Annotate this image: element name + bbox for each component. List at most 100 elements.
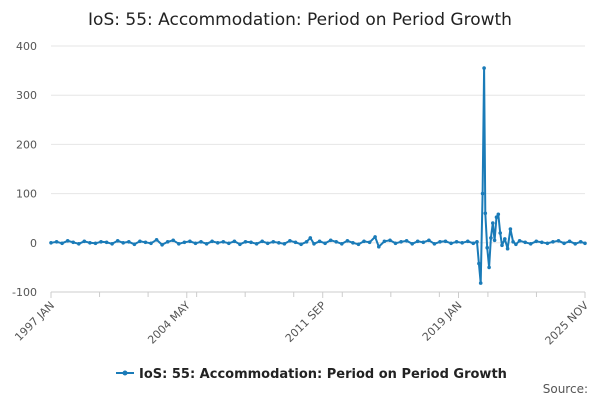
data-point: [523, 240, 527, 245]
data-point: [93, 241, 98, 246]
data-point: [293, 240, 298, 245]
data-point: [328, 238, 333, 243]
data-point: [334, 240, 339, 244]
data-point: [204, 242, 209, 246]
data-point: [49, 241, 53, 245]
data-point: [60, 241, 64, 246]
y-tick-label: 300: [16, 89, 37, 102]
data-point: [154, 238, 159, 242]
data-point: [356, 242, 361, 247]
data-point: [485, 245, 490, 250]
data-point: [177, 242, 181, 246]
data-point: [545, 241, 550, 246]
data-point: [573, 242, 577, 246]
data-point: [88, 241, 92, 245]
data-point: [143, 240, 148, 245]
data-point: [489, 236, 493, 240]
data-point: [578, 240, 583, 244]
data-point: [454, 240, 459, 244]
data-point: [480, 191, 485, 196]
data-point: [351, 241, 355, 245]
legend[interactable]: IoS: 55: Accommodation: Period on Period…: [116, 367, 507, 382]
data-point: [404, 239, 409, 243]
data-point: [282, 242, 287, 246]
data-point: [254, 242, 259, 246]
x-tick-label: 2011 SEP: [283, 299, 329, 345]
y-axis-ticks: -100 0 100 200 300 400: [12, 40, 37, 299]
data-point: [221, 240, 226, 244]
data-point: [399, 240, 403, 244]
series-line: [50, 67, 586, 285]
data-point: [443, 239, 448, 244]
data-point: [415, 239, 420, 244]
x-tick-label: 1997 JAN: [12, 299, 57, 344]
data-point: [508, 227, 513, 231]
data-point: [388, 238, 392, 243]
data-point: [482, 66, 486, 70]
data-point: [232, 239, 237, 244]
data-point: [115, 239, 120, 243]
data-point: [487, 265, 491, 270]
x-axis-ticks: 1997 JAN 2004 MAY 2011 SEP 2019 JAN 2025 NOV: [12, 292, 591, 348]
data-point: [483, 211, 488, 216]
data-point: [312, 242, 316, 246]
data-point: [323, 241, 327, 246]
data-point: [466, 239, 470, 244]
data-point: [340, 242, 344, 246]
data-point: [99, 240, 103, 244]
chart-title: IoS: 55: Accommodation: Period on Period…: [88, 10, 512, 30]
data-point: [551, 240, 555, 244]
data-point: [227, 241, 231, 246]
data-point: [503, 237, 507, 241]
data-point: [491, 221, 495, 225]
data-point: [121, 241, 125, 245]
data-point: [271, 240, 276, 244]
data-point: [438, 240, 442, 244]
data-point: [432, 242, 437, 246]
data-point: [528, 242, 533, 246]
data-point: [127, 240, 131, 244]
data-point: [494, 215, 499, 219]
data-point: [182, 240, 187, 245]
data-point: [249, 240, 253, 245]
data-point: [382, 239, 387, 244]
data-point: [475, 240, 479, 244]
data-point: [556, 239, 561, 243]
data-point: [54, 240, 59, 244]
data-point: [308, 236, 313, 240]
y-tick-label: 0: [30, 237, 37, 250]
data-point: [427, 238, 431, 243]
source-label: Source:: [543, 382, 588, 396]
data-point: [373, 235, 377, 239]
data-point: [498, 231, 503, 235]
y-tick-label: 400: [16, 40, 37, 53]
y-tick-label: 200: [16, 138, 37, 151]
data-point: [393, 241, 398, 246]
gridlines: [51, 45, 585, 293]
x-tick-label: 2004 MAY: [145, 299, 193, 347]
data-point: [165, 240, 170, 244]
data-point: [377, 244, 381, 249]
data-point: [471, 241, 476, 246]
data-point: [243, 240, 248, 244]
data-point: [138, 239, 142, 244]
data-point: [149, 241, 153, 246]
data-point: [583, 241, 587, 246]
data-point: [104, 240, 109, 245]
data-point: [410, 242, 415, 246]
data-point: [449, 241, 453, 246]
y-tick-label: -100: [12, 286, 37, 299]
data-point: [514, 242, 518, 247]
data-point: [362, 239, 366, 244]
data-point: [160, 243, 164, 247]
data-point: [517, 239, 522, 243]
series-group: [49, 66, 587, 285]
data-point: [567, 239, 572, 244]
legend-label: IoS: 55: Accommodation: Period on Period…: [139, 367, 507, 382]
data-point: [210, 239, 214, 244]
data-point: [367, 240, 372, 245]
data-point: [540, 240, 544, 245]
data-point: [288, 239, 292, 243]
data-point: [77, 242, 81, 246]
